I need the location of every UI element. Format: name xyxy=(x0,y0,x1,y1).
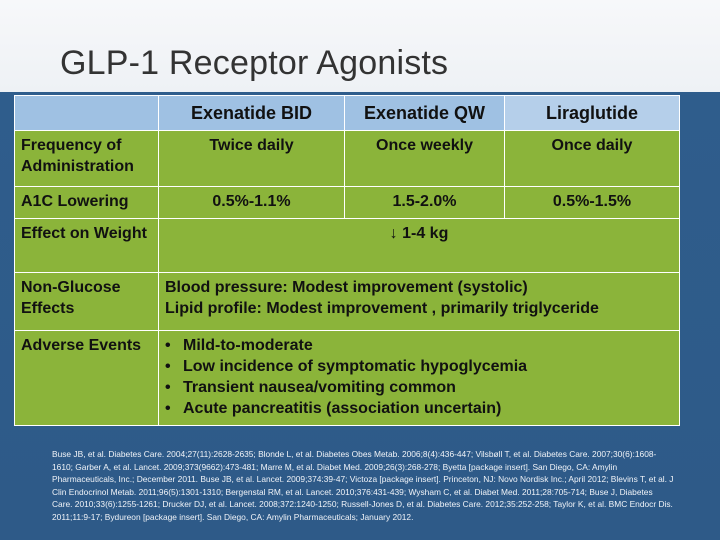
nonglucose-line-blood-pressure: Blood pressure: Modest improvement (syst… xyxy=(165,279,528,296)
nonglucose-line-lipid-profile: Lipid profile: Modest improvement , prim… xyxy=(165,300,599,317)
row-weight: Effect on Weight ↓ 1-4 kg xyxy=(14,218,680,273)
cell-nonglucose-effects: Blood pressure: Modest improvement (syst… xyxy=(158,272,680,331)
row-adverse: Adverse Events Mild-to-moderate Low inci… xyxy=(14,330,680,426)
header-row: Exenatide BID Exenatide QW Liraglutide xyxy=(14,95,680,131)
comparison-table: Exenatide BID Exenatide QW Liraglutide F… xyxy=(14,95,680,426)
row-label-adverse: Adverse Events xyxy=(14,330,159,426)
list-item: Mild-to-moderate xyxy=(165,335,673,356)
list-item: Low incidence of symptomatic hypoglycemi… xyxy=(165,356,673,377)
row-label-nonglucose: Non-Glucose Effects xyxy=(14,272,159,331)
header-liraglutide: Liraglutide xyxy=(504,95,680,131)
cell-a1c-exenatide-qw: 1.5-2.0% xyxy=(344,186,505,219)
row-frequency: Frequency of Administration Twice daily … xyxy=(14,130,680,187)
row-a1c: A1C Lowering 0.5%-1.1% 1.5-2.0% 0.5%-1.5… xyxy=(14,186,680,219)
adverse-events-list: Mild-to-moderate Low incidence of sympto… xyxy=(165,335,673,419)
slide-title: GLP-1 Receptor Agonists xyxy=(60,44,449,82)
header-exenatide-bid: Exenatide BID xyxy=(158,95,345,131)
header-corner-cell xyxy=(14,95,159,131)
header-exenatide-qw: Exenatide QW xyxy=(344,95,505,131)
cell-adverse-events: Mild-to-moderate Low incidence of sympto… xyxy=(158,330,680,426)
list-item: Acute pancreatitis (association uncertai… xyxy=(165,398,673,419)
row-label-frequency: Frequency of Administration xyxy=(14,130,159,187)
cell-weight-effect: ↓ 1-4 kg xyxy=(158,218,680,273)
row-label-weight: Effect on Weight xyxy=(14,218,159,273)
row-label-a1c: A1C Lowering xyxy=(14,186,159,219)
row-nonglucose: Non-Glucose Effects Blood pressure: Mode… xyxy=(14,272,680,331)
list-item: Transient nausea/vomiting common xyxy=(165,377,673,398)
cell-frequency-liraglutide: Once daily xyxy=(504,130,680,187)
cell-frequency-exenatide-qw: Once weekly xyxy=(344,130,505,187)
cell-a1c-liraglutide: 0.5%-1.5% xyxy=(504,186,680,219)
cell-frequency-exenatide-bid: Twice daily xyxy=(158,130,345,187)
references-text: Buse JB, et al. Diabetes Care. 2004;27(1… xyxy=(52,449,674,522)
cell-a1c-exenatide-bid: 0.5%-1.1% xyxy=(158,186,345,219)
